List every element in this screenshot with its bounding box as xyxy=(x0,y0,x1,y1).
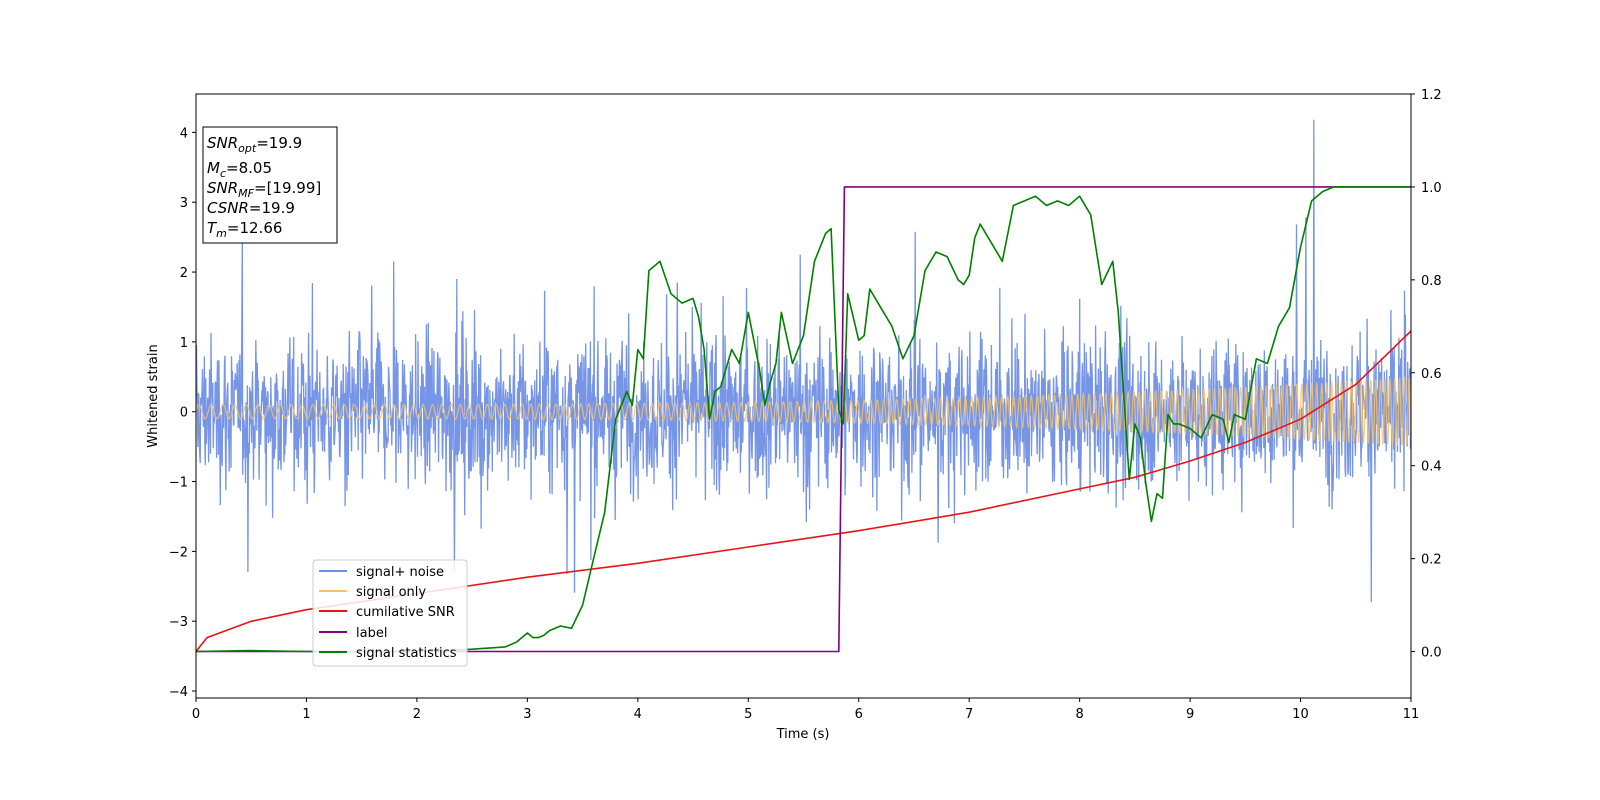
x-tick-label: 9 xyxy=(1186,707,1194,722)
y-tick-label: −4 xyxy=(169,685,188,700)
y2-tick-label: 0.4 xyxy=(1421,460,1442,475)
y-tick-label: −3 xyxy=(169,615,188,630)
y-axis-label: Whitened strain xyxy=(146,344,161,447)
stat-mc: Mc=8.05 xyxy=(207,159,272,180)
x-tick-label: 4 xyxy=(634,707,642,722)
y2-tick-label: 0.2 xyxy=(1421,553,1442,568)
legend-label-signal-only: signal only xyxy=(356,585,426,600)
x-axis-label: Time (s) xyxy=(776,727,830,742)
x-tick-label: 10 xyxy=(1292,707,1309,722)
stat-snr-opt: SNRopt=19.9 xyxy=(207,134,302,155)
series-signal-noise xyxy=(196,119,1411,603)
x-tick-label: 5 xyxy=(744,707,752,722)
y-tick-label: 0 xyxy=(180,406,188,421)
y-tick-label: 3 xyxy=(180,196,188,211)
stats-annotation-box: SNRopt=19.9 Mc=8.05 SNRMF=[19.99] CSNR=1… xyxy=(202,126,338,244)
series-cumulative-snr xyxy=(196,330,1411,652)
series-signal-statistics xyxy=(196,186,1411,653)
x-tick-label: 3 xyxy=(523,707,531,722)
series-signal-only xyxy=(196,375,1411,447)
legend-label-label: label xyxy=(356,626,387,641)
legend-label-signal-statistics: signal statistics xyxy=(356,646,457,661)
y-tick-label: −1 xyxy=(169,476,188,491)
stat-snr-mf: SNRMF=[19.99] xyxy=(207,179,321,200)
y2-tick-label: 1.0 xyxy=(1421,181,1442,196)
x-tick-label: 11 xyxy=(1403,707,1420,722)
y2-tick-label: 0.8 xyxy=(1421,274,1442,289)
y-tick-label: −2 xyxy=(169,545,188,560)
y-tick-label: 4 xyxy=(180,126,188,141)
legend-label-cumulative-snr: cumilative SNR xyxy=(356,605,455,620)
x-tick-label: 6 xyxy=(855,707,863,722)
y-tick-label: 2 xyxy=(180,266,188,281)
plot-area xyxy=(196,119,1411,653)
y-tick-label: 1 xyxy=(180,336,188,351)
legend: signal+ noise signal only cumilative SNR… xyxy=(312,559,468,667)
plot-frame xyxy=(195,93,1412,699)
legend-label-signal-noise: signal+ noise xyxy=(356,565,444,580)
stat-csnr: CSNR=19.9 xyxy=(207,199,295,217)
axes: 0 1 2 3 4 5 6 7 8 9 10 11 −4 −3 −2 −1 0 1 2 3 4 0.0 0.2 0.4 0.6 0… xyxy=(169,88,1442,722)
x-tick-label: 2 xyxy=(413,707,421,722)
x-tick-label: 8 xyxy=(1075,707,1083,722)
y2-tick-label: 1.2 xyxy=(1421,88,1442,103)
x-tick-label: 0 xyxy=(192,707,200,722)
x-tick-label: 1 xyxy=(302,707,310,722)
y2-tick-label: 0.6 xyxy=(1421,367,1442,382)
y2-tick-label: 0.0 xyxy=(1421,646,1442,661)
x-tick-label: 7 xyxy=(965,707,973,722)
stat-tm: Tm=12.66 xyxy=(207,219,282,240)
